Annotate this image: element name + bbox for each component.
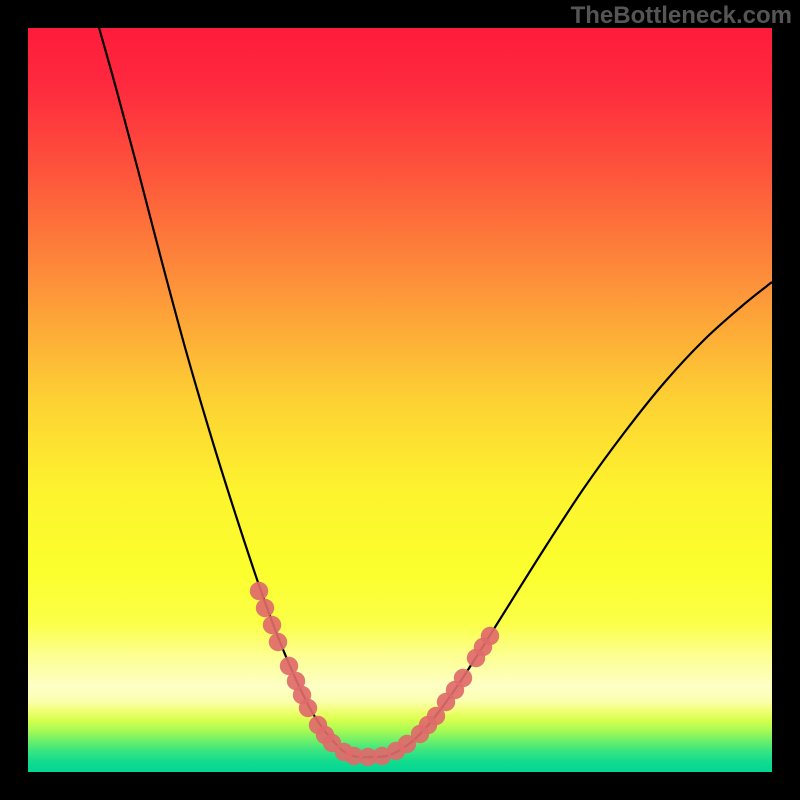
bead-point: [481, 627, 499, 645]
plot-area: [28, 28, 772, 772]
bead-point: [454, 669, 472, 687]
watermark-text: TheBottleneck.com: [571, 2, 792, 30]
border-left: [0, 0, 28, 800]
bead-point: [263, 616, 281, 634]
chart-frame: TheBottleneck.com: [0, 0, 800, 800]
bead-point: [250, 582, 268, 600]
bead-point: [269, 633, 287, 651]
border-bottom: [0, 772, 800, 800]
bead-overlay: [28, 28, 772, 772]
border-right: [772, 0, 800, 800]
bead-point: [299, 699, 317, 717]
bead-point: [256, 599, 274, 617]
